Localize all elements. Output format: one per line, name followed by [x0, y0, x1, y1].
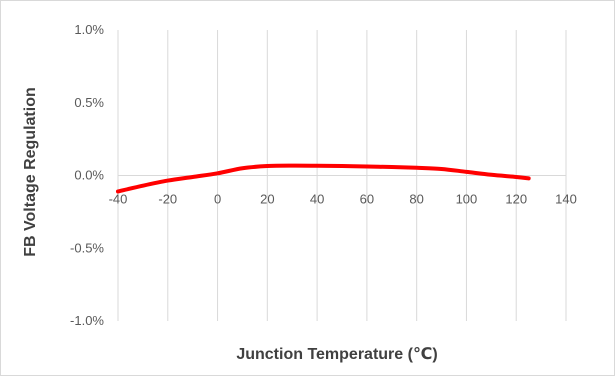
x-tick-label: 0	[214, 192, 221, 207]
y-tick-label: 0.5%	[74, 95, 104, 110]
y-tick-label: 0.0%	[74, 168, 104, 183]
series-line	[116, 163, 531, 194]
y-axis-title: FB Voltage Regulation	[22, 87, 39, 256]
y-tick-label: 1.0%	[74, 22, 104, 37]
x-tick-labels: -40 -20 0 20 40 60 80 100 120 140	[109, 192, 577, 207]
x-tick-label: 140	[555, 192, 577, 207]
y-tick-label: -1.0%	[70, 313, 104, 328]
x-tick-label: 100	[456, 192, 478, 207]
x-tick-label: 120	[505, 192, 527, 207]
x-tick-label: -20	[158, 192, 177, 207]
x-axis-title: Junction Temperature (℃)	[236, 346, 437, 363]
x-tick-label: 60	[360, 192, 374, 207]
series-layer	[116, 163, 531, 194]
x-tick-label: 20	[260, 192, 274, 207]
y-tick-labels: 1.0% 0.5% 0.0% -0.5% -1.0%	[70, 22, 104, 328]
x-tick-label: 40	[310, 192, 324, 207]
x-tick-label: -40	[109, 192, 128, 207]
x-tick-label: 80	[409, 192, 423, 207]
y-tick-label: -0.5%	[70, 240, 104, 255]
